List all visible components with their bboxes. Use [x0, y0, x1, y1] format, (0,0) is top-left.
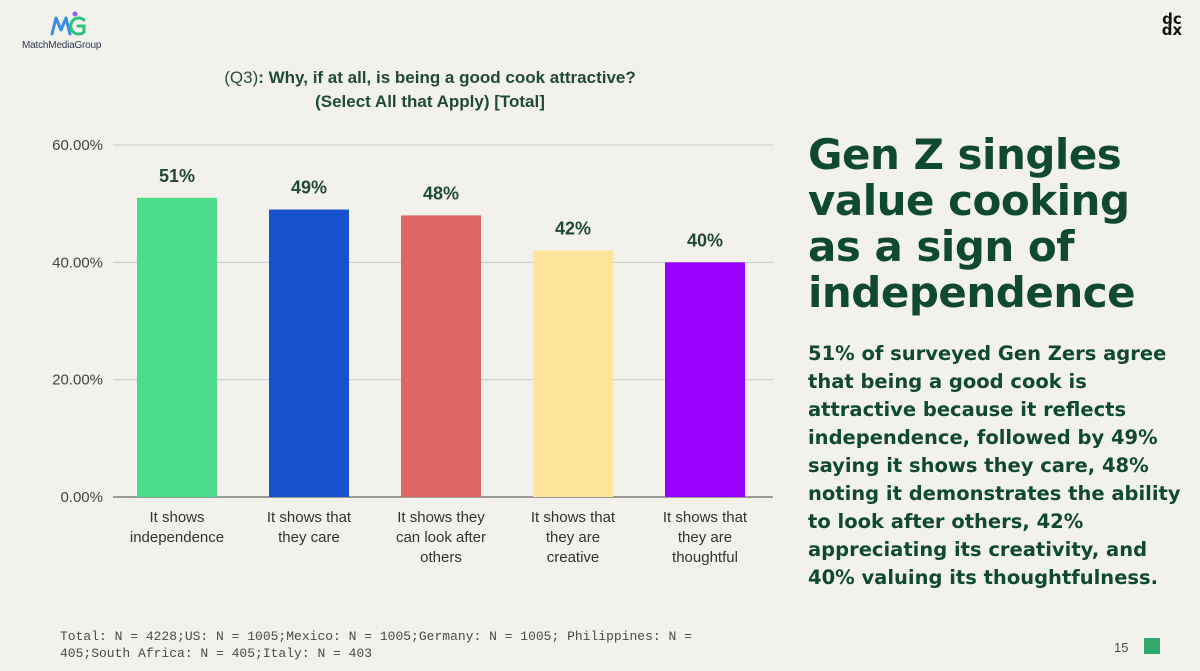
- bar-chart: 0.00% 20.00% 40.00% 60.00% 51% It shows indepe…: [52, 137, 773, 566]
- chart-title-line-2: (Select All that Apply) [Total]: [315, 92, 545, 111]
- y-tick-label: 20.00%: [52, 372, 103, 389]
- category-label: It shows that they care: [267, 509, 352, 546]
- summary-text: 51% of surveyed Gen Zers agree that bein…: [808, 342, 1181, 589]
- dcdx-logo-line-2: dx: [1161, 21, 1183, 39]
- bar: [665, 262, 745, 497]
- category-label: It shows independence: [130, 509, 224, 546]
- data-label: 42%: [555, 219, 591, 239]
- brand-name: MatchMediaGroup: [22, 40, 102, 51]
- data-label: 49%: [291, 178, 327, 198]
- bar: [269, 209, 349, 497]
- page-marker-square: [1144, 638, 1160, 654]
- dcdx-logo-line-1: dc: [1162, 10, 1182, 28]
- sample-size-footnote: Total: N = 4228;US: N = 1005;Mexico: N =…: [60, 629, 692, 661]
- bar: [137, 197, 217, 498]
- category-label: It shows that they are thoughtful: [663, 509, 748, 566]
- category-label: It shows they can look after others: [396, 509, 486, 566]
- data-label: 40%: [687, 230, 723, 250]
- bar: [533, 250, 613, 497]
- y-tick-label: 0.00%: [60, 489, 103, 506]
- mmg-logo-mark-icon: [50, 11, 86, 36]
- bar: [401, 215, 481, 497]
- page-number: 15: [1114, 640, 1129, 655]
- data-label: 48%: [423, 183, 459, 203]
- dcdx-logo: dc dx: [1158, 10, 1186, 44]
- data-label: 51%: [159, 166, 195, 186]
- matchmediagroup-logo: MatchMediaGroup: [22, 10, 122, 52]
- category-label: It shows that they are creative: [531, 509, 616, 566]
- chart-title-question-id: (Q3): [224, 68, 259, 87]
- y-tick-label: 40.00%: [52, 254, 103, 271]
- y-tick-label: 60.00%: [52, 137, 103, 154]
- headline: Gen Z singles value cooking as a sign of…: [808, 130, 1136, 317]
- chart-title-line-1: : Why, if at all, is being a good cook a…: [258, 68, 636, 87]
- chart-title: (Q3): Why, if at all, is being a good co…: [150, 66, 710, 114]
